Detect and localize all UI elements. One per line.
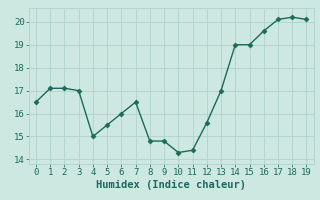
X-axis label: Humidex (Indice chaleur): Humidex (Indice chaleur) bbox=[96, 180, 246, 190]
